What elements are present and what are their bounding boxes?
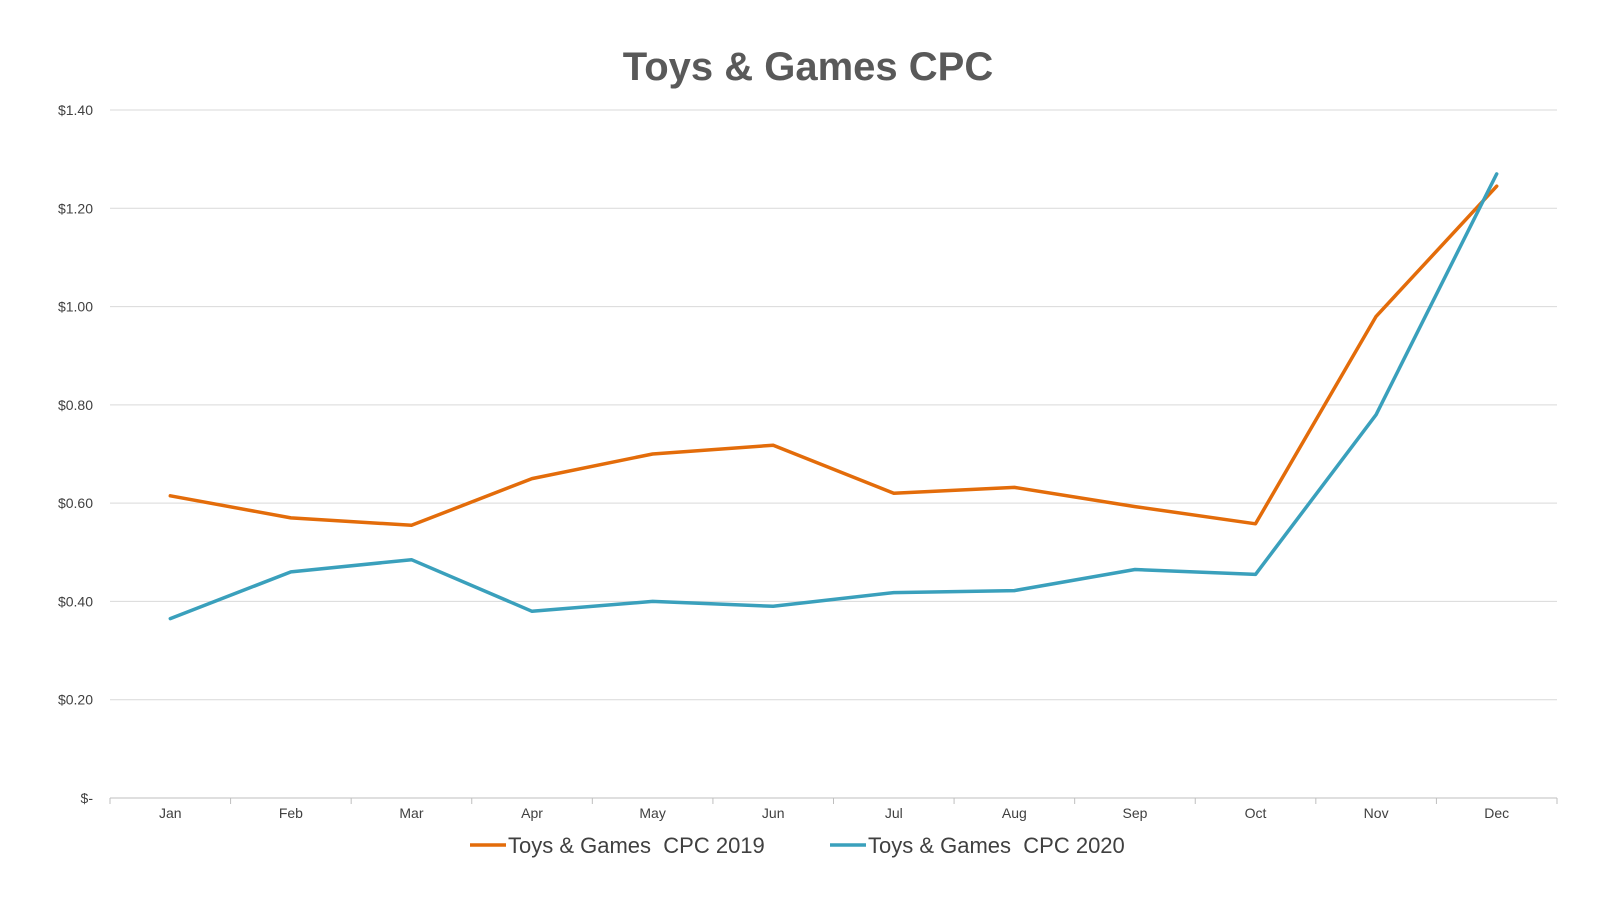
y-tick-label: $1.40 [58,102,93,118]
x-tick-label: Mar [399,805,423,821]
x-axis-tick-labels: Jan Feb Mar Apr May Jun Jul Aug Sep Oct Nov Dec [159,805,1509,821]
legend: Toys & Games CPC 2019 Toys & Games CPC 20… [470,833,1125,858]
y-tick-label: $0.80 [58,397,93,413]
series-line-2020 [168,172,1499,621]
y-tick-label: $1.20 [58,200,93,216]
series-lines [168,172,1499,621]
x-tick-label: Nov [1364,805,1389,821]
x-tick-label: Feb [279,805,303,821]
y-tick-label: $0.40 [58,593,93,609]
chart-title: Toys & Games CPC [623,45,994,89]
x-tick-label: Jan [159,805,182,821]
y-tick-label: $0.60 [58,495,93,511]
y-tick-label: $0.20 [58,692,93,708]
legend-label: Toys & Games CPC 2019 [508,833,765,858]
x-tick-label: Oct [1245,805,1267,821]
x-tick-label: Jul [885,805,903,821]
y-axis-tick-labels: $- $0.20 $0.40 $0.60 $0.80 $1.00 $1.20 $1.40 [58,102,93,806]
x-tick-label: Aug [1002,805,1027,821]
series-line-2019 [168,184,1499,528]
x-tick-label: Sep [1122,805,1147,821]
y-tick-label: $- [81,790,94,806]
x-tick-label: Jun [762,805,785,821]
gridlines [110,109,1557,701]
legend-label: Toys & Games CPC 2020 [868,833,1125,858]
x-axis [109,797,1558,804]
x-tick-label: Dec [1484,805,1509,821]
x-tick-label: May [639,805,665,821]
x-tick-label: Apr [521,805,543,821]
y-tick-label: $1.00 [58,299,93,315]
